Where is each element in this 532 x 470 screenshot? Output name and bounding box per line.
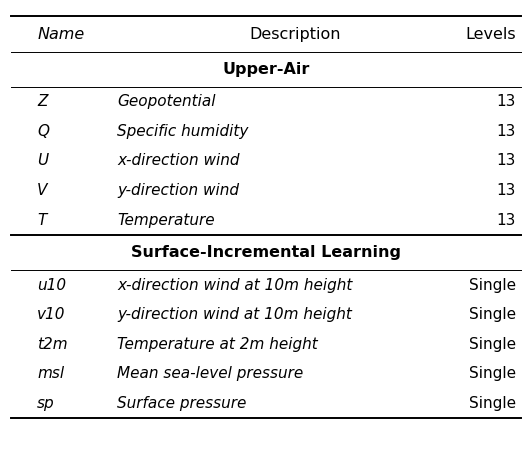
Text: T: T	[37, 213, 47, 227]
Text: x-direction wind: x-direction wind	[117, 154, 239, 168]
Text: Single: Single	[469, 278, 516, 292]
Text: U: U	[37, 154, 48, 168]
Text: Specific humidity: Specific humidity	[117, 124, 248, 139]
Text: 13: 13	[497, 154, 516, 168]
Text: 13: 13	[497, 94, 516, 109]
Text: Levels: Levels	[466, 27, 516, 41]
Text: V: V	[37, 183, 48, 198]
Text: Single: Single	[469, 337, 516, 352]
Text: y-direction wind at 10m height: y-direction wind at 10m height	[117, 307, 352, 322]
Text: Single: Single	[469, 367, 516, 381]
Text: 13: 13	[497, 124, 516, 139]
Text: Upper-Air: Upper-Air	[222, 62, 310, 77]
Text: Description: Description	[250, 27, 341, 41]
Text: msl: msl	[37, 367, 64, 381]
Text: u10: u10	[37, 278, 66, 292]
Text: Surface-Incremental Learning: Surface-Incremental Learning	[131, 245, 401, 260]
Text: Q: Q	[37, 124, 49, 139]
Text: Z: Z	[37, 94, 48, 109]
Text: Single: Single	[469, 396, 516, 411]
Text: y-direction wind: y-direction wind	[117, 183, 239, 198]
Text: Name: Name	[37, 27, 85, 41]
Text: Temperature: Temperature	[117, 213, 215, 227]
Text: v10: v10	[37, 307, 66, 322]
Text: 13: 13	[497, 213, 516, 227]
Text: 13: 13	[497, 183, 516, 198]
Text: Surface pressure: Surface pressure	[117, 396, 246, 411]
Text: Mean sea-level pressure: Mean sea-level pressure	[117, 367, 303, 381]
Text: x-direction wind at 10m height: x-direction wind at 10m height	[117, 278, 352, 292]
Text: sp: sp	[37, 396, 55, 411]
Text: Geopotential: Geopotential	[117, 94, 215, 109]
Text: Single: Single	[469, 307, 516, 322]
Text: Temperature at 2m height: Temperature at 2m height	[117, 337, 318, 352]
Text: t2m: t2m	[37, 337, 68, 352]
